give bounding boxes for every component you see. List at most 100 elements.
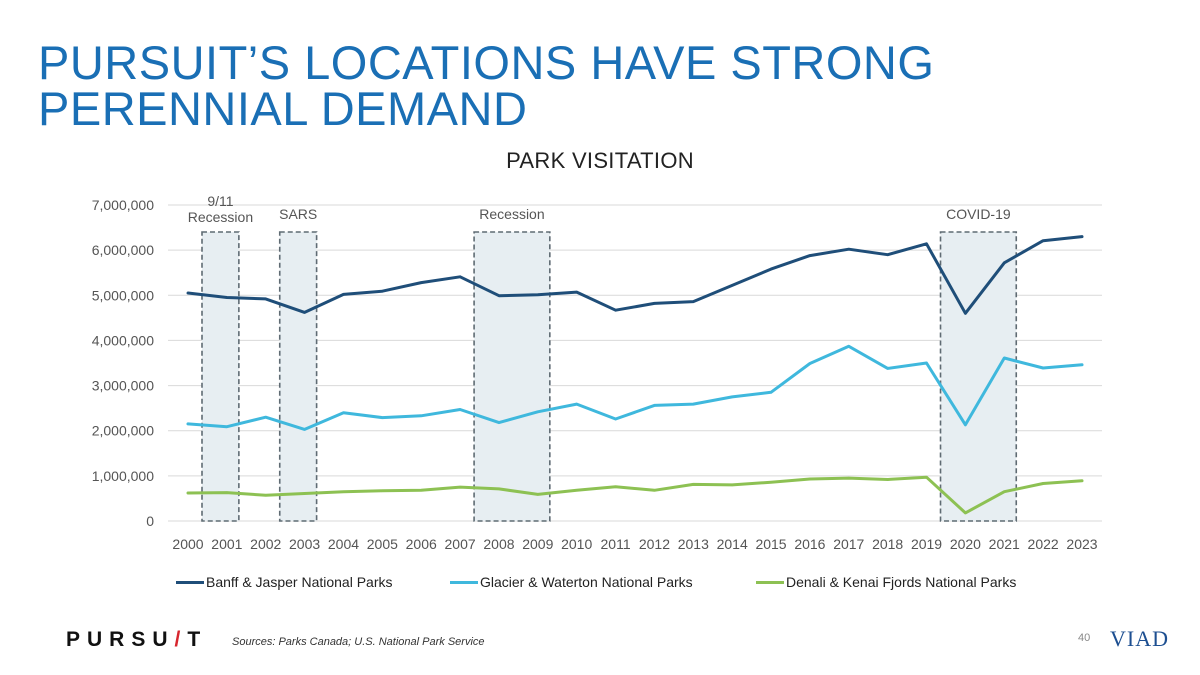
data-point-denali [342,490,345,493]
shaded-period [201,231,240,522]
x-tick-label: 2004 [328,536,359,552]
data-point-glacier [1080,363,1084,367]
data-point-banff [653,302,656,305]
y-tick-label: 5,000,000 [92,287,154,303]
data-point-denali [303,492,306,495]
x-tick-label: 2009 [522,536,553,552]
data-point-glacier [420,414,423,418]
data-point-banff [1003,261,1006,264]
legend-item-glacier: Glacier & Waterton National Parks [450,574,693,590]
shaded-period [278,231,318,522]
x-tick-label: 2017 [833,536,864,552]
shaded-period [939,231,1018,522]
data-point-banff [575,290,578,294]
data-point-denali [536,493,540,496]
y-tick-label: 1,000,000 [92,468,154,484]
data-point-banff [303,311,306,314]
data-point-banff [186,291,190,295]
data-point-glacier [225,425,229,428]
data-point-denali [769,480,773,484]
data-point-denali [614,485,617,488]
x-tick-label: 2023 [1066,536,1097,552]
data-point-denali [497,487,501,491]
legend-swatch-banff [176,580,204,584]
y-tick-label: 3,000,000 [92,378,154,394]
x-tick-label: 2016 [794,536,825,552]
pursuit-logo: PURSU/T [66,628,208,651]
data-point-banff [1080,235,1084,238]
y-tick-label: 6,000,000 [92,242,154,258]
sources-note: Sources: Parks Canada; U.S. National Par… [232,636,485,648]
data-point-denali [886,478,889,481]
legend-item-banff: Banff & Jasper National Parks [176,574,393,590]
y-tick-label: 4,000,000 [92,332,154,348]
data-point-glacier [925,361,928,365]
data-point-banff [769,267,773,271]
period-label: Recession [479,206,544,222]
x-tick-label: 2013 [678,536,709,552]
data-point-glacier [1003,356,1006,360]
legend-swatch-denali [756,580,784,584]
data-point-denali [653,489,656,492]
data-point-denali [1080,479,1084,483]
data-point-denali [925,476,928,479]
data-point-banff [886,253,889,256]
slide-title: PURSUIT’S LOCATIONS HAVE STRONG PERENNIA… [38,36,935,135]
legend-label-banff: Banff & Jasper National Parks [206,574,393,590]
series-line-glacier [186,344,1084,431]
data-point-denali [964,511,967,515]
x-tick-label: 2018 [872,536,903,552]
x-tick-label: 2019 [911,536,942,552]
x-tick-label: 2011 [601,536,631,552]
data-point-banff [497,294,501,297]
data-point-banff [730,284,734,287]
x-tick-label: 2001 [211,536,242,552]
data-point-banff [847,248,850,251]
y-tick-label: 7,000,000 [92,197,154,213]
data-point-glacier [847,345,850,348]
data-point-glacier [692,402,695,406]
data-point-banff [925,242,928,246]
data-point-glacier [303,428,306,431]
data-point-glacier [886,367,889,370]
data-point-banff [692,300,695,303]
data-point-banff [381,290,384,293]
pursuit-logo-slash: / [174,628,188,651]
legend-label-glacier: Glacier & Waterton National Parks [480,574,693,590]
data-point-denali [264,494,267,497]
data-point-banff [808,254,812,257]
data-point-glacier [653,404,656,407]
period-label: Recession [188,209,253,225]
data-point-glacier [769,391,773,394]
legend-label-denali: Denali & Kenai Fjords National Parks [786,574,1017,590]
x-tick-label: 2002 [250,536,281,552]
x-tick-label: 2015 [755,536,786,552]
shaded-period [473,231,551,522]
y-tick-label: 2,000,000 [92,423,154,439]
data-point-banff [964,312,967,315]
x-tick-label: 2000 [172,536,203,552]
x-tick-label: 2021 [989,536,1020,552]
data-point-denali [1041,482,1045,485]
data-point-glacier [575,402,578,406]
x-tick-label: 2012 [639,536,670,552]
x-tick-label: 2022 [1028,536,1059,552]
data-point-denali [381,489,384,492]
data-point-denali [847,476,850,480]
x-tick-label: 2005 [367,536,398,552]
legend-swatch-glacier [450,580,478,584]
data-point-glacier [186,422,190,426]
data-point-glacier [808,362,812,365]
data-point-glacier [381,416,384,419]
data-point-banff [225,296,229,299]
x-tick-label: 2020 [950,536,981,552]
data-point-glacier [964,423,967,427]
y-tick-label: 0 [146,513,154,529]
data-point-banff [1041,239,1045,242]
data-point-glacier [497,421,501,424]
data-point-glacier [730,395,734,399]
x-tick-label: 2007 [445,536,476,552]
x-tick-label: 2003 [289,536,320,552]
x-tick-label: 2008 [483,536,514,552]
